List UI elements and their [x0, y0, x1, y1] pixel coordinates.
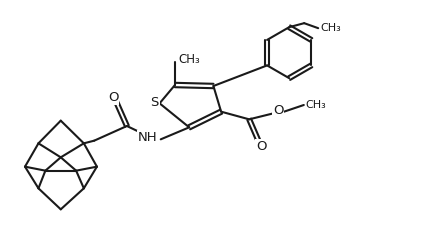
Text: CH₃: CH₃ — [178, 53, 200, 66]
Text: O: O — [256, 140, 267, 153]
Text: O: O — [108, 91, 118, 104]
Text: S: S — [151, 96, 159, 109]
Text: NH: NH — [138, 131, 158, 144]
Text: O: O — [273, 104, 283, 117]
Text: CH₃: CH₃ — [306, 100, 327, 110]
Text: CH₃: CH₃ — [320, 23, 341, 33]
